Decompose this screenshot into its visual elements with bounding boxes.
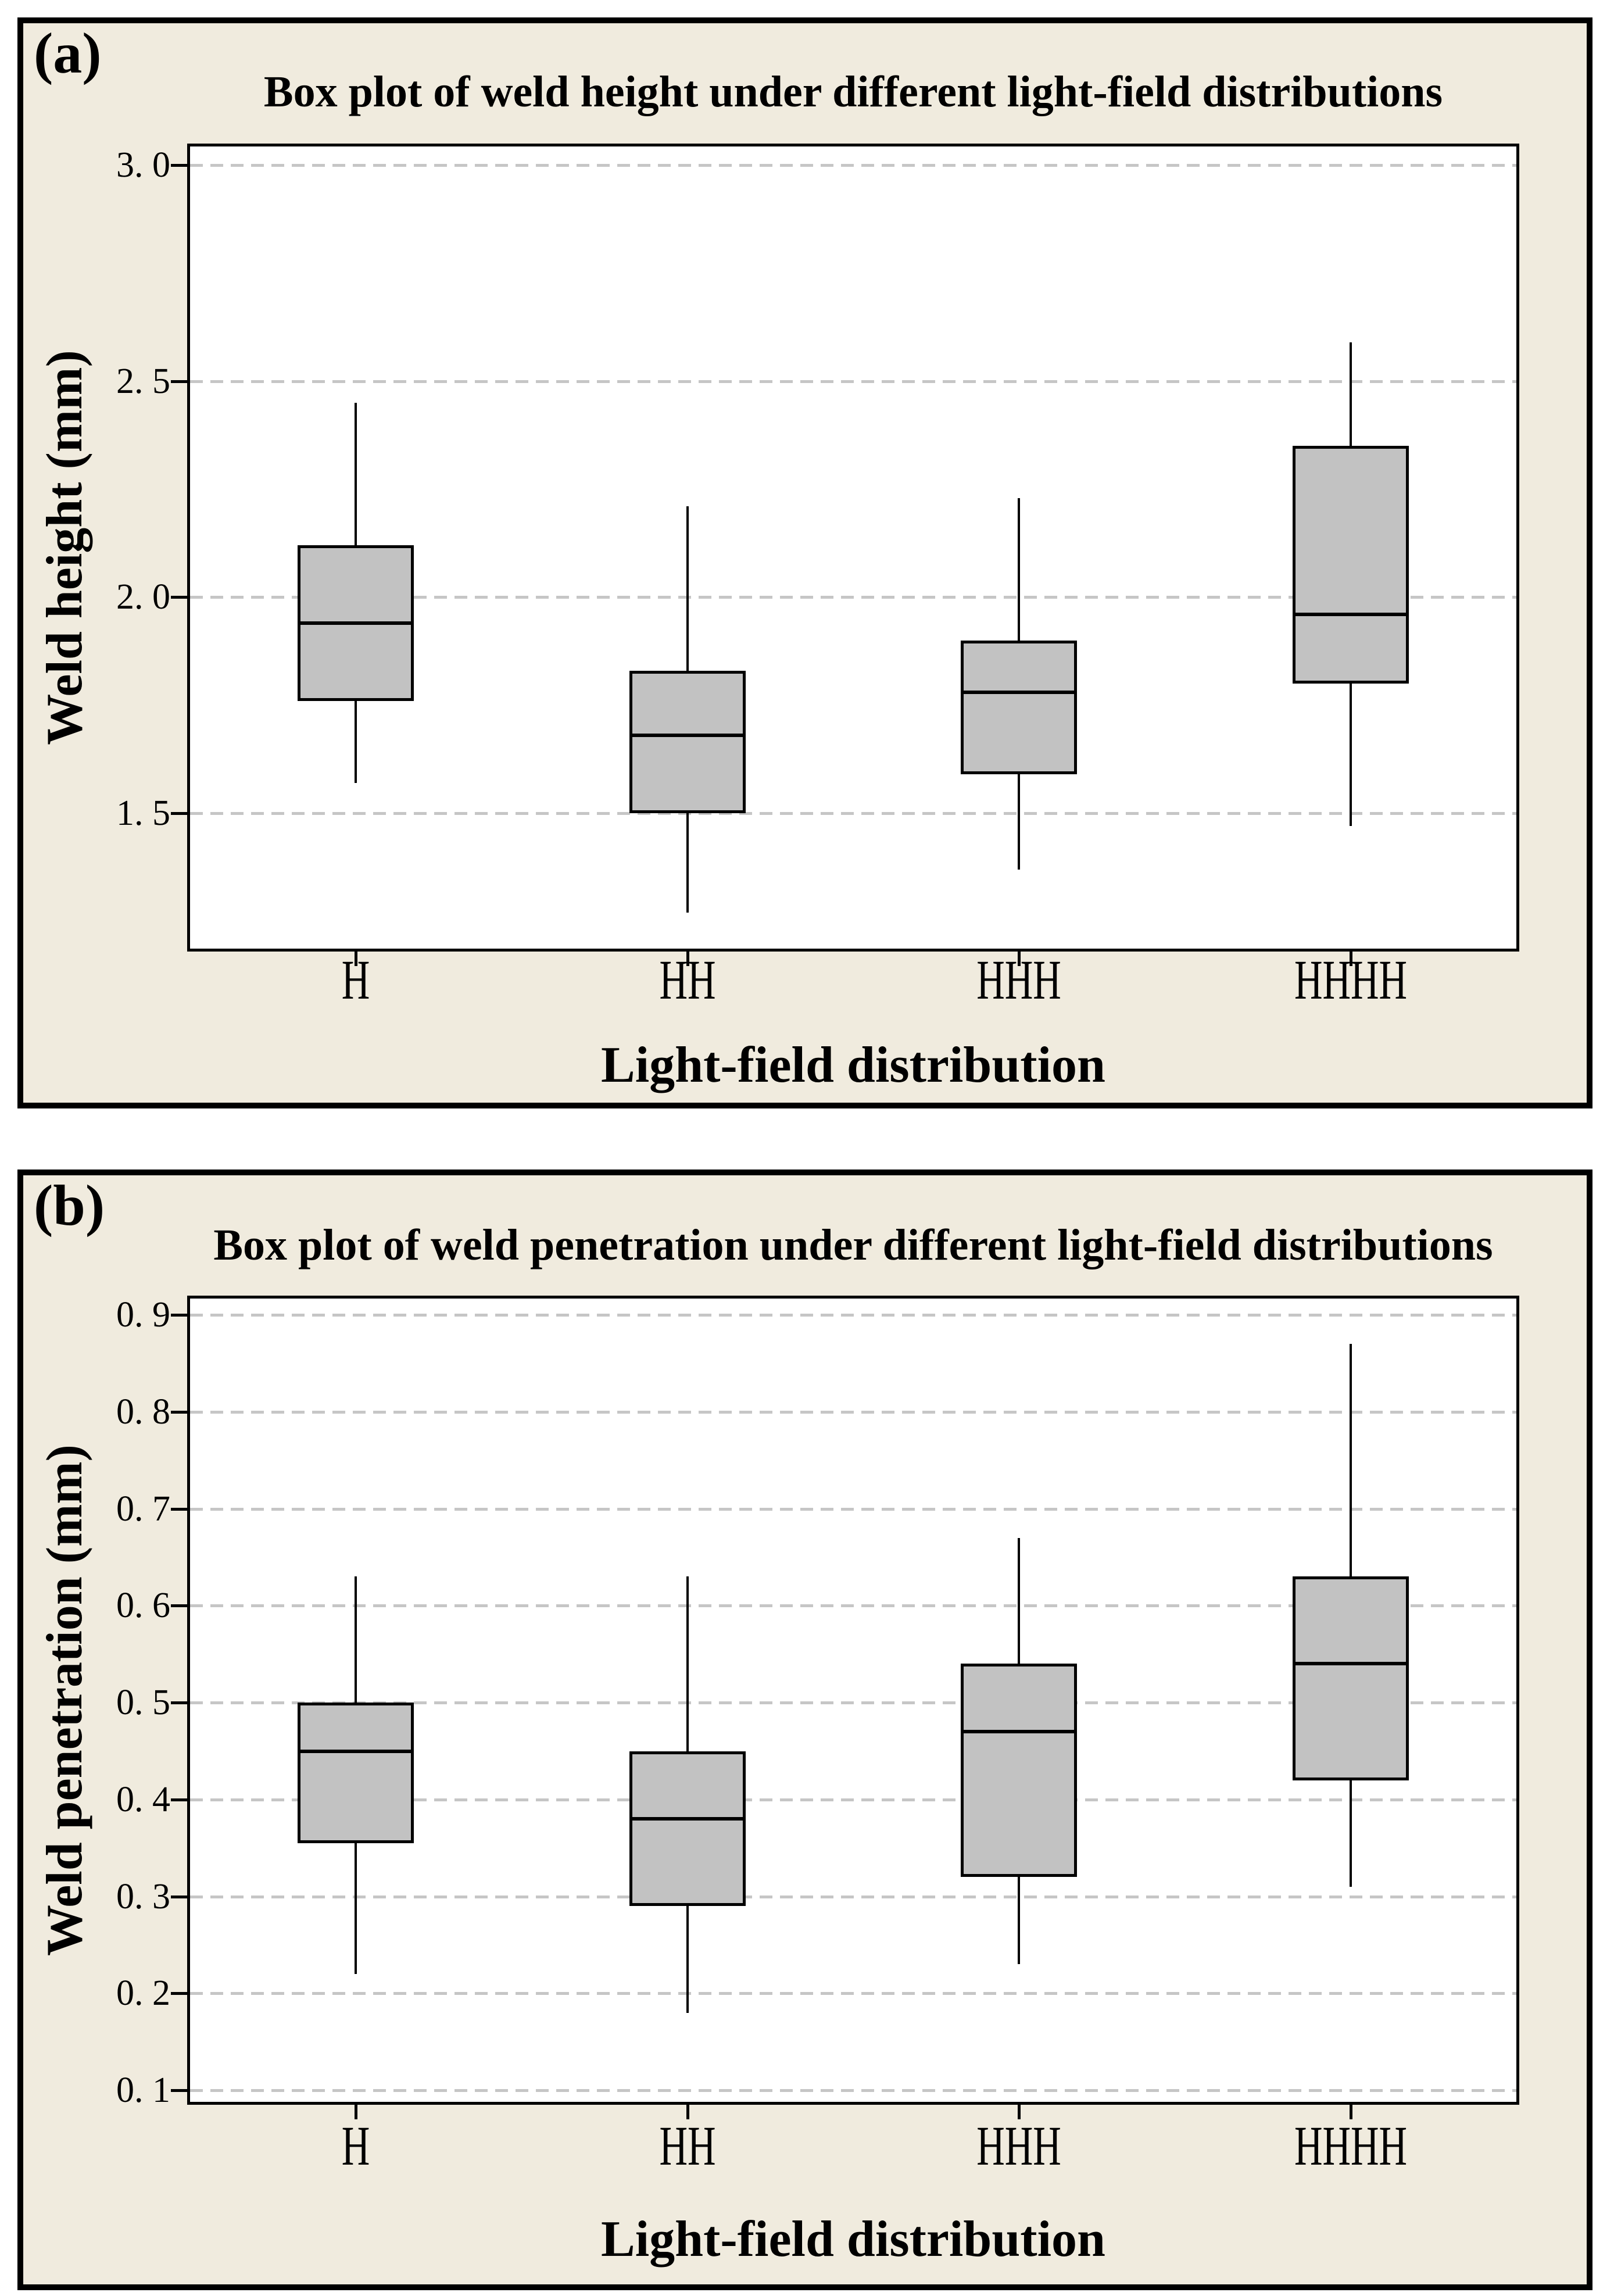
panel-a-x-axis-title: Light-field distribution <box>601 1037 1105 1093</box>
x-axis-tick <box>1018 2105 1021 2119</box>
panel-a-label: (a) <box>34 21 102 85</box>
y-axis-tick <box>171 596 187 599</box>
panel-b-plot-area <box>187 1296 1519 2105</box>
box <box>629 671 746 813</box>
median-line <box>632 734 743 737</box>
y-tick-label: 0. 7 <box>116 1489 170 1529</box>
median-line <box>963 1730 1075 1733</box>
y-tick-label: 0. 3 <box>116 1877 170 1916</box>
median-line <box>1295 613 1407 616</box>
y-tick-label: 0. 9 <box>116 1295 170 1335</box>
y-tick-label: 0. 4 <box>116 1780 170 1819</box>
y-axis-tick <box>171 1701 187 1704</box>
gridline <box>190 1604 1516 1607</box>
x-axis-tick <box>686 2105 689 2119</box>
gridline <box>190 1798 1516 1801</box>
category-label: HHH <box>976 949 1061 1011</box>
category-label: HH <box>659 949 716 1011</box>
y-axis-tick <box>171 812 187 815</box>
gridline <box>190 380 1516 383</box>
x-axis-tick <box>686 952 689 966</box>
y-axis-tick <box>171 1798 187 1801</box>
y-tick-label: 0. 6 <box>116 1586 170 1625</box>
panel-a-plot-area <box>187 144 1519 952</box>
median-line <box>300 1750 411 1753</box>
y-tick-label: 0. 5 <box>116 1683 170 1722</box>
category-label: HH <box>659 2115 716 2177</box>
median-line <box>963 691 1075 694</box>
y-axis-tick <box>171 1411 187 1414</box>
box <box>1293 1576 1409 1780</box>
x-axis-tick <box>1018 952 1021 966</box>
gridline <box>190 1411 1516 1414</box>
y-tick-label: 0. 2 <box>116 1973 170 2013</box>
gridline <box>190 1701 1516 1704</box>
y-axis-tick <box>171 1508 187 1511</box>
gridline <box>190 596 1516 599</box>
category-label: H <box>341 2115 370 2177</box>
gridline <box>190 1896 1516 1898</box>
median-line <box>300 621 411 625</box>
y-tick-label: 0. 8 <box>116 1392 170 1432</box>
panel-a-chart-title: Box plot of weld height under different … <box>263 67 1443 116</box>
panel-b-x-axis-title: Light-field distribution <box>601 2211 1105 2268</box>
gridline <box>190 1314 1516 1317</box>
y-tick-label: 1. 5 <box>116 793 170 833</box>
category-label: H <box>341 949 370 1011</box>
gridline <box>190 1508 1516 1511</box>
y-axis-tick <box>171 380 187 383</box>
x-axis-tick <box>1350 952 1352 966</box>
box <box>1293 446 1409 684</box>
box <box>961 1664 1077 1877</box>
panel-b-label: (b) <box>34 1173 105 1238</box>
category-label: HHHH <box>1294 2115 1408 2177</box>
y-axis-tick <box>171 1604 187 1607</box>
y-tick-label: 2. 0 <box>116 577 170 617</box>
x-axis-tick <box>355 952 357 966</box>
y-axis-tick <box>171 1896 187 1898</box>
x-axis-tick <box>1350 2105 1352 2119</box>
y-axis-tick <box>171 164 187 167</box>
y-tick-label: 2. 5 <box>116 362 170 401</box>
panel-b-chart-title: Box plot of weld penetration under diffe… <box>213 1221 1493 1269</box>
median-line <box>1295 1662 1407 1665</box>
box <box>629 1751 746 1906</box>
category-label: HHH <box>976 2115 1061 2177</box>
y-axis-tick <box>171 1992 187 1995</box>
gridline <box>190 164 1516 167</box>
panel-a-y-axis-title: Weld height (mm) <box>37 350 93 745</box>
box <box>961 641 1077 774</box>
y-axis-tick <box>171 1314 187 1317</box>
gridline <box>190 812 1516 815</box>
median-line <box>632 1817 743 1821</box>
gridline <box>190 2089 1516 2092</box>
category-label: HHHH <box>1294 949 1408 1011</box>
x-axis-tick <box>355 2105 357 2119</box>
y-tick-label: 0. 1 <box>116 2070 170 2110</box>
y-tick-label: 3. 0 <box>116 145 170 185</box>
gridline <box>190 1992 1516 1995</box>
y-axis-tick <box>171 2089 187 2092</box>
box <box>298 1703 414 1843</box>
